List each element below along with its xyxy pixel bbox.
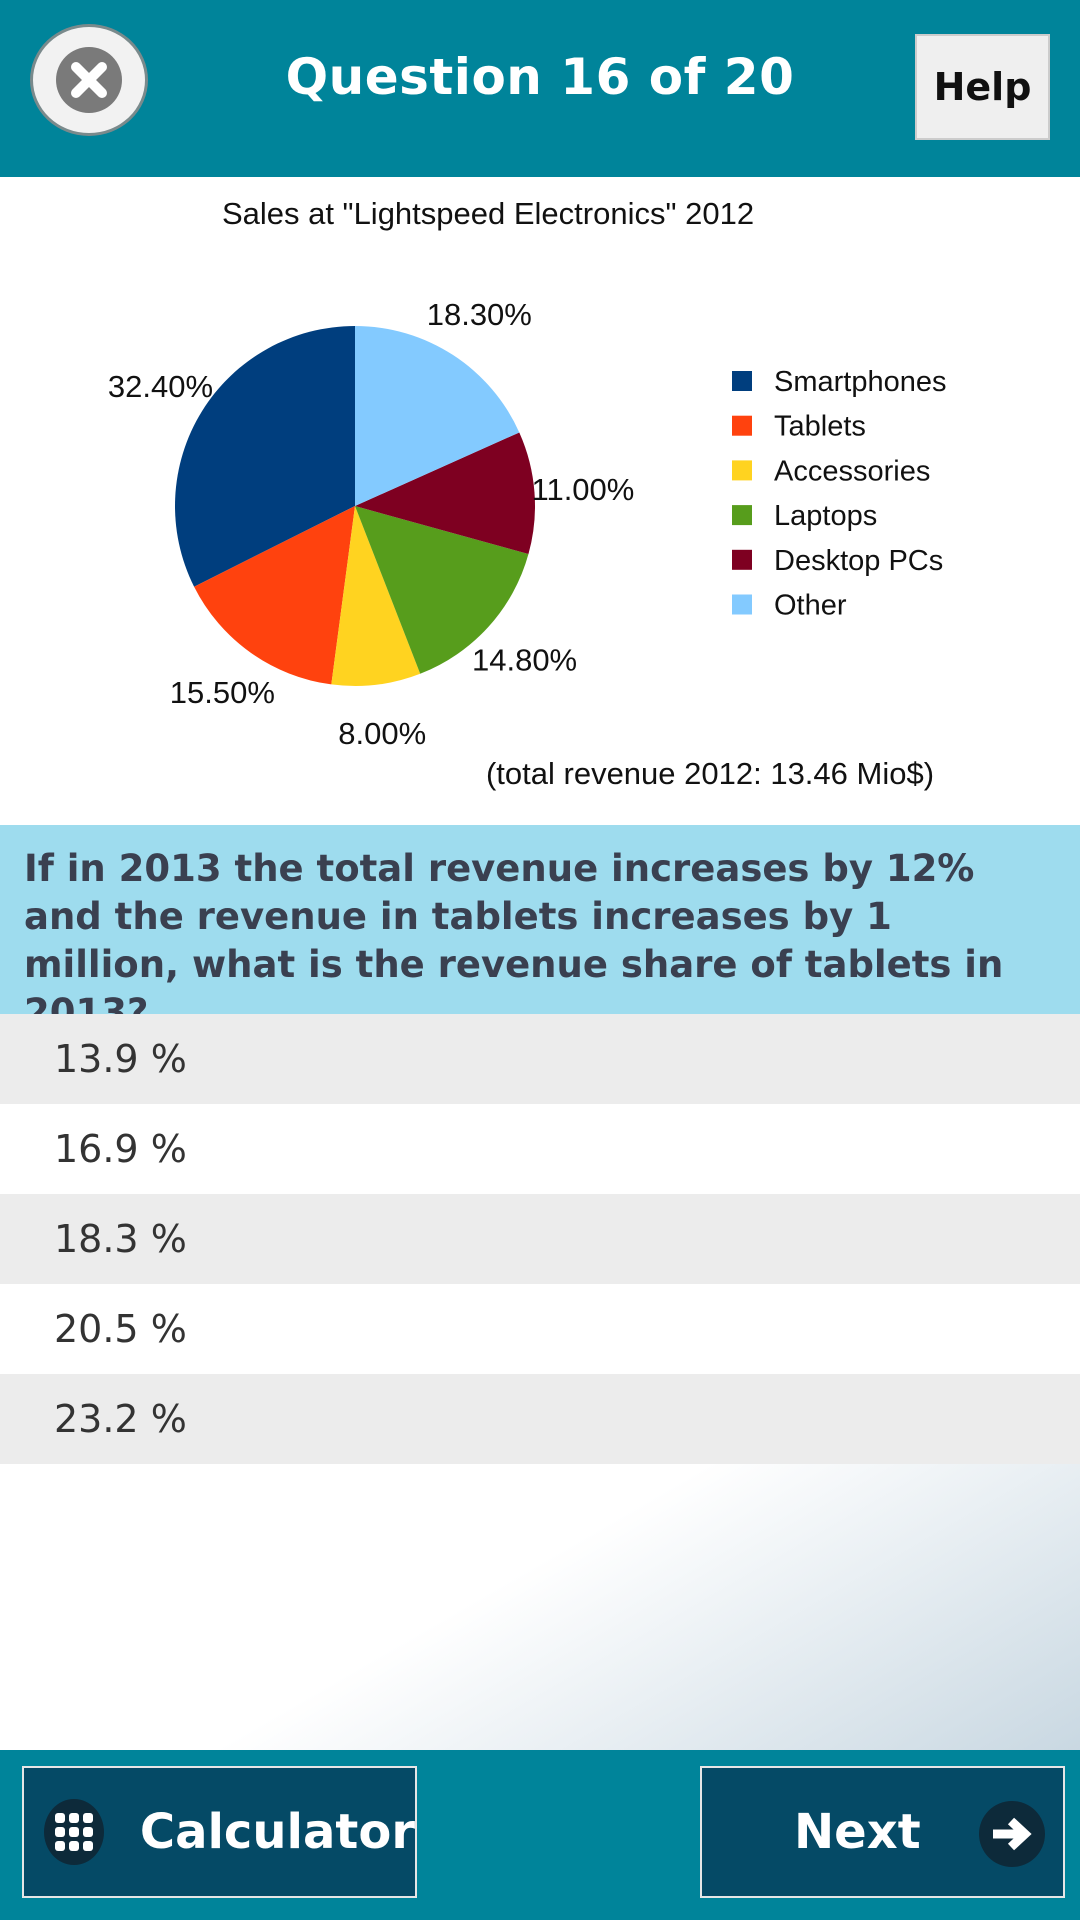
legend-label: Laptops xyxy=(774,500,877,532)
arrow-right-icon xyxy=(979,1801,1045,1867)
answer-option[interactable]: 20.5 % xyxy=(0,1284,1080,1374)
legend-label: Smartphones xyxy=(774,366,947,398)
question-text: If in 2013 the total revenue increases b… xyxy=(0,825,1080,1034)
legend-swatch xyxy=(732,371,752,391)
chart-note: (total revenue 2012: 13.46 Mio$) xyxy=(486,756,934,791)
pie-slice-laptops xyxy=(355,506,529,674)
slice-label: 11.00% xyxy=(532,472,635,507)
pie-slice-desktop-pcs xyxy=(355,432,535,555)
next-button[interactable]: Next xyxy=(700,1766,1065,1898)
legend-swatch xyxy=(732,594,752,615)
pie-slice-smartphones xyxy=(175,326,355,587)
close-button[interactable] xyxy=(30,24,148,136)
answer-option[interactable]: 13.9 % xyxy=(0,1014,1080,1104)
answer-list: 13.9 % 16.9 % 18.3 % 20.5 % 23.2 % xyxy=(0,1014,1080,1464)
answer-option[interactable]: 16.9 % xyxy=(0,1104,1080,1194)
legend-swatch xyxy=(732,505,752,526)
calculator-icon xyxy=(44,1799,104,1865)
slice-label: 14.80% xyxy=(472,642,577,677)
background-area xyxy=(0,1464,1080,1750)
legend-label: Other xyxy=(774,590,847,622)
chart-area: Sales at "Lightspeed Electronics" 2012 3… xyxy=(0,177,1080,825)
legend-label: Tablets xyxy=(774,411,866,443)
answer-option[interactable]: 23.2 % xyxy=(0,1374,1080,1464)
pie-chart: Sales at "Lightspeed Electronics" 2012 3… xyxy=(108,196,947,791)
help-button[interactable]: Help xyxy=(915,34,1050,140)
footer-bar: Calculator Next xyxy=(0,1750,1080,1920)
pie-slice-tablets xyxy=(194,506,355,685)
slice-label: 15.50% xyxy=(170,675,275,710)
slice-label: 32.40% xyxy=(108,369,213,404)
calculator-label: Calculator xyxy=(139,1804,415,1860)
pie-slice-other xyxy=(355,326,520,506)
answer-option[interactable]: 18.3 % xyxy=(0,1194,1080,1284)
legend-label: Accessories xyxy=(774,455,930,487)
calculator-button[interactable]: Calculator xyxy=(22,1766,417,1898)
legend-swatch xyxy=(732,460,752,481)
legend-swatch xyxy=(732,415,752,436)
header-bar: Question 16 of 20 Help xyxy=(0,0,1080,177)
close-icon xyxy=(56,47,122,113)
legend-swatch xyxy=(732,549,752,570)
page-title: Question 16 of 20 xyxy=(285,48,795,106)
slice-label: 8.00% xyxy=(338,716,426,751)
next-label: Next xyxy=(794,1804,921,1860)
legend-label: Desktop PCs xyxy=(774,545,943,577)
slice-label: 18.30% xyxy=(427,297,532,332)
pie-slice-accessories xyxy=(331,506,421,686)
chart-title: Sales at "Lightspeed Electronics" 2012 xyxy=(222,196,754,231)
